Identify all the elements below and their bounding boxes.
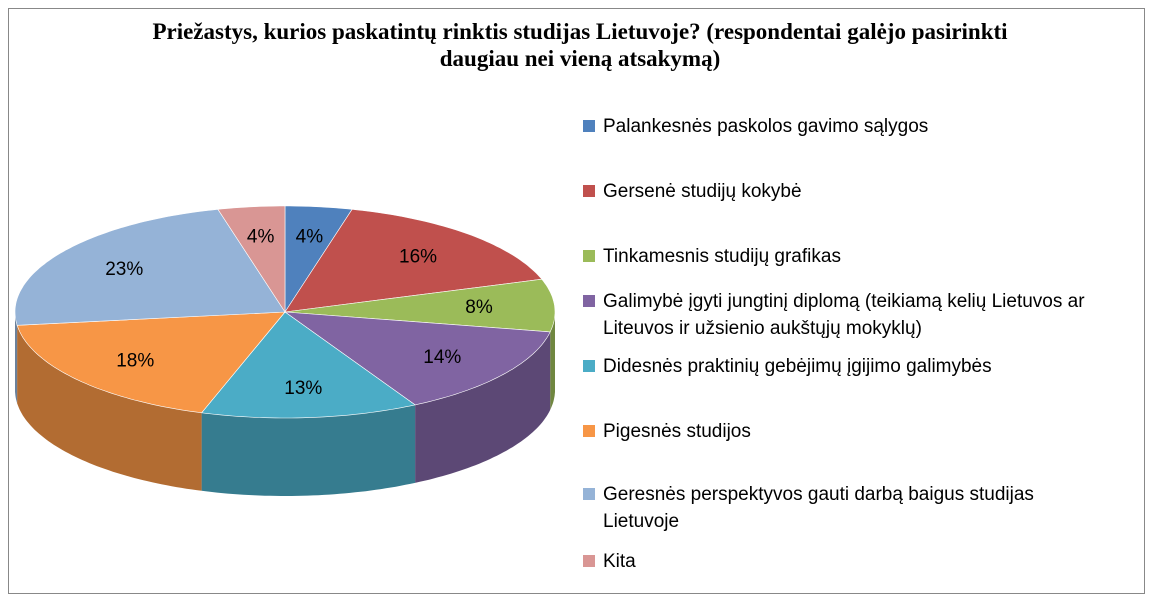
data-label: 4% [296,226,324,247]
pie-slice-side [17,325,202,491]
legend-label: Kita [603,551,636,572]
pie-slice-side [415,331,551,483]
data-label: 13% [284,378,322,399]
data-label: 8% [465,297,493,318]
pie-slice [284,208,543,313]
legend-entry: Palankesnės paskolos gavimo sąlygos [583,113,1143,140]
chart-frame [8,8,1145,594]
data-label: 18% [116,351,154,372]
legend-label: Gersenė studijų kokybė [603,181,802,202]
legend-entry: Kita [583,548,1143,575]
legend-swatch [583,185,595,197]
legend-label: Geresnės perspektyvos gauti darbą baigus… [603,484,1034,532]
legend-entry: Gersenė studijų kokybė [583,178,1143,205]
data-label: 4% [247,226,275,247]
pie-slice-side [201,404,416,496]
pie-slice [217,205,286,314]
pie-slice-side [15,312,18,404]
legend-swatch [583,488,595,500]
legend-entry: Tinkamesnis studijų grafikas [583,243,1143,270]
legend-entry: Galimybė įgyti jungtinį diplomą (teikiam… [583,288,1143,342]
pie-slice [201,311,416,419]
data-label: 14% [423,347,461,368]
legend-entry: Geresnės perspektyvos gauti darbą baigus… [583,481,1083,535]
pie-slice [283,311,551,406]
chart-title: Priežastys, kurios paskatintų rinktis st… [152,19,1008,71]
legend-label: Pigesnės studijos [603,421,751,442]
pie-slice [284,278,556,333]
legend-label: Galimybė įgyti jungtinį diplomą (teikiam… [603,291,1085,339]
data-label: 23% [105,259,143,280]
legend-swatch [583,120,595,132]
pie-slice [14,208,286,326]
pie-slice-side [550,312,555,410]
legend-swatch [583,425,595,437]
data-label: 16% [399,246,437,267]
legend-label: Palankesnės paskolos gavimo sąlygos [603,116,929,137]
pie-slice [284,205,353,314]
legend-swatch [583,360,595,372]
legend-entry: Didesnės praktinių gebėjimų įgijimo gali… [583,353,1143,380]
legend-label: Didesnės praktinių gebėjimų įgijimo gali… [603,356,992,377]
legend-swatch [583,295,595,307]
legend-label: Tinkamesnis studijų grafikas [603,246,841,267]
pie-slice [16,311,286,414]
legend-swatch [583,555,595,567]
legend-swatch [583,250,595,262]
legend-entry: Pigesnės studijos [583,418,1143,445]
